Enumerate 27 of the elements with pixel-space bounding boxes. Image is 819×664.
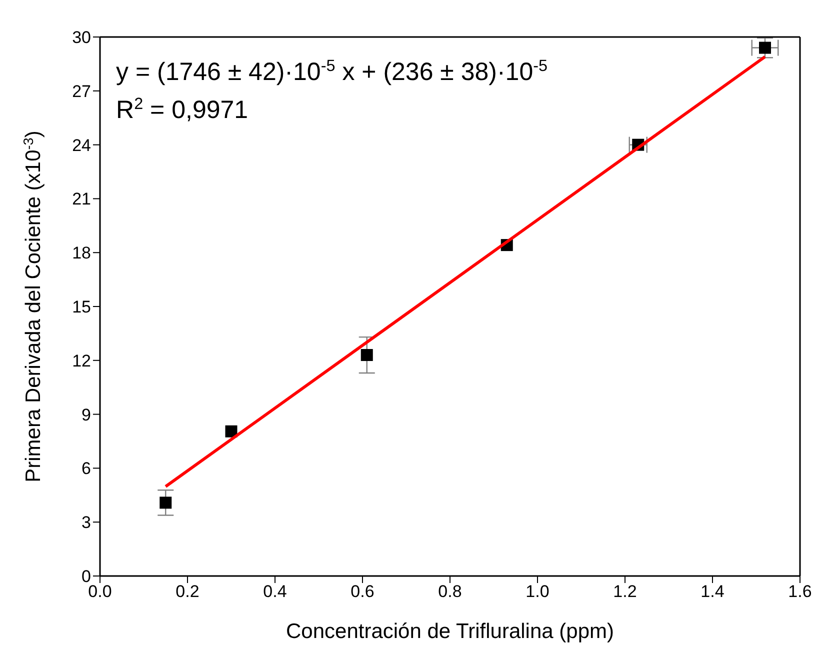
point bbox=[360, 349, 373, 362]
y-tick-label: 30 bbox=[72, 28, 91, 48]
y-tick-label: 24 bbox=[72, 136, 91, 155]
y-tick-label: 15 bbox=[72, 298, 91, 317]
point bbox=[759, 42, 771, 54]
x-tick-label: 0.0 bbox=[88, 582, 112, 602]
y-tick-label: 6 bbox=[82, 459, 91, 478]
y-tick-label: 27 bbox=[72, 82, 91, 101]
x-tick-label: 0.6 bbox=[350, 582, 374, 602]
x-tick-label: 0.8 bbox=[438, 582, 462, 602]
y-tick-label: 21 bbox=[72, 190, 91, 209]
y-tick-label: 9 bbox=[82, 405, 91, 424]
y-tick-label: 12 bbox=[72, 351, 91, 370]
x-tick-label: 1.0 bbox=[526, 582, 550, 602]
y-tick-label: 18 bbox=[72, 244, 91, 263]
point bbox=[160, 496, 172, 509]
x-axis-title: Concentración de Trifluralina (ppm) bbox=[286, 620, 614, 643]
annotation: R$^{2}$ = 0,9971 bbox=[116, 95, 248, 124]
y-tick-label: 0 bbox=[82, 567, 91, 586]
x-tick-label: 0.2 bbox=[176, 582, 200, 602]
x-tick-label: 1.4 bbox=[700, 582, 724, 602]
x-tick-label: 0.4 bbox=[263, 582, 287, 602]
y-tick-label: 3 bbox=[82, 513, 91, 532]
annotation: y = (1746 ± 42)·10$^{-5}$ x + (236 ± 38)·10$^{-5}$ bbox=[116, 57, 548, 86]
point bbox=[225, 425, 238, 438]
x-tick-label: 1.2 bbox=[613, 582, 637, 602]
x-tick-label: 1.6 bbox=[788, 582, 812, 602]
